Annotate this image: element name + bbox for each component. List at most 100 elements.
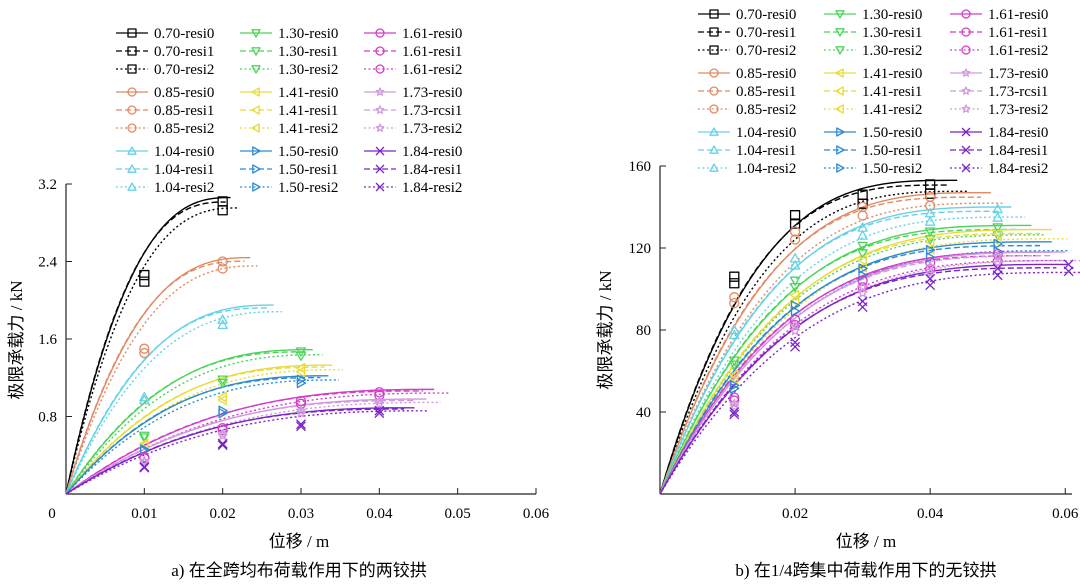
- data-point-0.85: [925, 200, 936, 211]
- series-line-1.30-resi1: [659, 228, 1021, 495]
- data-point-1.04: [729, 324, 740, 335]
- data-point-1.30: [139, 433, 150, 443]
- legend-label: 1.04-resi1: [154, 162, 214, 178]
- legend-marker: [961, 45, 971, 55]
- data-point-1.41: [295, 366, 306, 377]
- legend-marker: [835, 86, 844, 96]
- legend-label: 1.30-resi0: [278, 26, 338, 42]
- legend-marker: [375, 28, 385, 38]
- series-line-1.04-resi1: [659, 210, 1001, 495]
- legend-marker: [961, 86, 971, 95]
- data-point-1.04: [139, 394, 150, 405]
- legend-label: 1.30-resi0: [862, 7, 922, 23]
- legend-label: 1.84-resi1: [988, 143, 1048, 159]
- data-point-1.73: [139, 455, 150, 466]
- data-point-1.50: [218, 408, 228, 419]
- legend-label: 0.70-resi1: [154, 44, 214, 60]
- series-line-0.85-resi2: [659, 202, 1005, 495]
- series-line-1.04-resi0: [65, 304, 274, 495]
- legend-marker: [127, 46, 137, 56]
- legend-label: 1.84-resi2: [988, 161, 1048, 177]
- series-line-0.85-resi0: [659, 191, 991, 495]
- legend-label: 1.61-resi2: [988, 43, 1048, 59]
- legend-label: 1.41-resi1: [278, 103, 338, 119]
- data-point-1.73: [374, 395, 385, 406]
- legend-label: 0.70-resi0: [154, 26, 214, 42]
- data-point-1.50: [993, 238, 1003, 250]
- legend-marker: [709, 86, 719, 96]
- panel-b-xlabel: 位移 / m: [836, 532, 896, 551]
- legend-label: 1.04-resi0: [736, 125, 796, 141]
- data-point-1.30: [992, 223, 1003, 233]
- legend-label: 1.84-resi2: [402, 180, 462, 196]
- data-point-0.85: [729, 292, 740, 303]
- legend-marker: [127, 182, 137, 191]
- series-line-1.61-resi2: [659, 259, 1068, 495]
- legend-marker: [709, 127, 719, 136]
- legend-label: 1.61-resi0: [402, 26, 462, 42]
- legend-marker: [835, 10, 845, 19]
- data-point-1.61: [857, 275, 868, 286]
- x-tick-label: 0.04: [917, 506, 944, 522]
- x-tick-label: 0.03: [288, 506, 314, 522]
- legend-label: 1.41-resi2: [862, 102, 922, 118]
- data-point-1.41: [729, 373, 739, 384]
- legend-marker: [127, 164, 137, 173]
- data-point-1.84: [217, 440, 228, 451]
- data-point-1.84: [857, 302, 868, 313]
- series-line-0.70-resi2: [659, 190, 970, 495]
- legend-label: 1.84-resi0: [402, 144, 462, 160]
- series-line-1.73-resi2: [659, 259, 1080, 495]
- legend-marker: [251, 87, 260, 97]
- series-line-1.30-resi0: [659, 224, 1032, 495]
- legend-label: 1.30-resi1: [862, 25, 922, 41]
- panel-b-legend: 0.70-resi0 0.70-resi1 0.70-resi2 1.30-resi0…: [698, 7, 1048, 177]
- data-point-1.30: [925, 227, 936, 237]
- legend-label: 1.04-resi2: [154, 180, 214, 196]
- legend-marker: [251, 123, 260, 133]
- y-tick-label: 40: [636, 405, 651, 421]
- data-point-1.73: [729, 401, 740, 411]
- legend-marker: [835, 68, 844, 78]
- data-point-1.50: [790, 305, 801, 317]
- data-point-1.50: [730, 383, 740, 394]
- data-point-1.84: [1063, 266, 1074, 277]
- legend-marker: [709, 27, 719, 37]
- legend-marker: [836, 145, 845, 155]
- legend-marker: [961, 27, 971, 37]
- x-tick-label: 0.06: [523, 506, 550, 522]
- series-line-1.61-resi1: [659, 255, 1040, 495]
- data-point-0.70: [789, 210, 801, 221]
- legend-label: 1.84-resi0: [988, 125, 1048, 141]
- x-tick-label: 0.02: [210, 506, 236, 522]
- data-point-0.85: [217, 256, 228, 267]
- x-tick-label: 0: [48, 506, 56, 522]
- legend-label: 1.41-resi0: [278, 85, 338, 101]
- legend-marker: [375, 46, 385, 56]
- data-point-1.73: [857, 288, 868, 298]
- legend-marker: [961, 127, 971, 137]
- data-point-1.04: [925, 216, 936, 226]
- legend-label: 1.30-resi2: [862, 43, 922, 59]
- legend-marker: [835, 28, 845, 37]
- legend-label: 0.85-resi1: [736, 84, 796, 100]
- y-tick-label: 160: [629, 159, 652, 175]
- data-point-1.41: [857, 255, 867, 266]
- data-point-1.41: [925, 236, 935, 247]
- legend-label: 1.04-resi0: [154, 144, 214, 160]
- data-point-1.73: [729, 398, 740, 409]
- data-point-1.04: [217, 314, 228, 324]
- data-point-1.50: [296, 377, 307, 389]
- legend-label: 1.30-resi1: [278, 44, 338, 60]
- legend-marker: [252, 182, 261, 192]
- data-point-1.84: [790, 341, 801, 352]
- legend-label: 1.61-resi2: [402, 62, 462, 78]
- y-tick-label: 3.2: [38, 177, 57, 193]
- data-point-1.04: [992, 212, 1003, 222]
- legend-label: 0.85-resi2: [736, 102, 796, 118]
- legend-marker: [251, 47, 261, 56]
- data-point-1.73: [992, 258, 1003, 268]
- legend-marker: [961, 9, 971, 19]
- legend-label: 0.85-resi0: [736, 66, 796, 82]
- legend-label: 1.50-resi2: [278, 180, 338, 196]
